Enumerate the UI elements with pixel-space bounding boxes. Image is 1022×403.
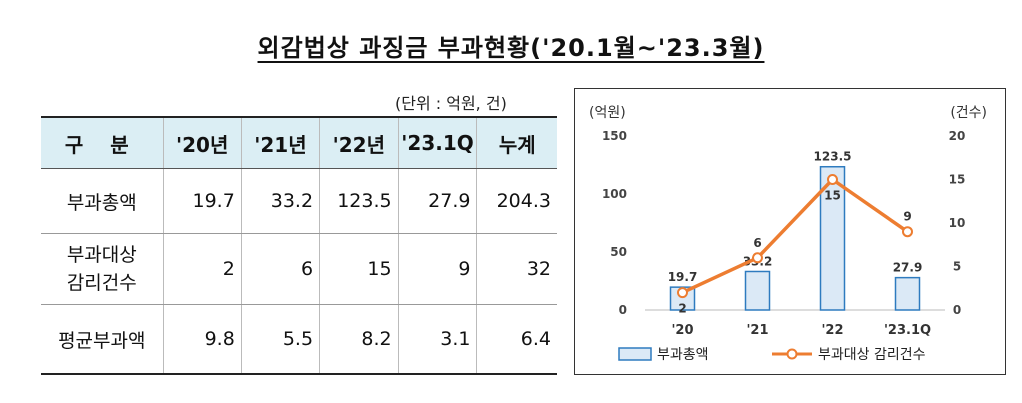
- table-cell: 5.5: [240, 304, 320, 375]
- left-tick-label: 0: [619, 303, 627, 317]
- bar-data-label: 123.5: [814, 150, 852, 164]
- row-label: 부과총액: [41, 168, 164, 234]
- right-tick-label: 15: [949, 173, 966, 187]
- table-cell: 6: [240, 233, 320, 305]
- category-label: '23.1Q: [884, 323, 931, 338]
- line-point: [827, 174, 838, 185]
- summary-table: 구 분 '20년 '21년 '22년 '23.1Q 누계 부과총액 19.7 3…: [41, 116, 557, 375]
- header-category: 구 분: [41, 116, 164, 169]
- table-cell: 9: [397, 233, 477, 305]
- bar-data-label: 19.7: [668, 270, 698, 284]
- table-unit-label: (단위 : 억원, 건): [395, 94, 507, 113]
- line-point: [752, 252, 763, 264]
- row-label: 평균부과액: [41, 304, 164, 375]
- line-series-path: [681, 177, 909, 295]
- line-data-label: 15: [824, 189, 841, 203]
- bar-mark: [894, 276, 921, 311]
- left-tick-label: 150: [602, 129, 627, 143]
- page-title: 외감법상 과징금 부과현황('20.1월~'23.3월): [257, 34, 765, 62]
- bar-data-label: 27.9: [893, 261, 923, 275]
- header-2022: '22년: [319, 116, 399, 169]
- right-axis-title: (건수): [950, 105, 987, 121]
- table-row: 부과총액 19.7 33.2 123.5 27.9 204.3: [41, 168, 557, 234]
- line-point: [902, 226, 913, 238]
- header-2020: '20년: [162, 116, 242, 169]
- table-cell: 15: [319, 233, 399, 305]
- bar-mark: [819, 165, 846, 311]
- category-label: '20: [671, 323, 693, 338]
- right-tick-label: 10: [949, 216, 966, 230]
- right-tick-label: 0: [953, 303, 961, 317]
- line-point: [677, 287, 688, 299]
- header-2023q1: '23.1Q: [397, 116, 477, 169]
- row-label: 부과대상 감리건수: [41, 233, 164, 305]
- line-data-label: 2: [678, 302, 686, 316]
- table-cell: 19.7: [162, 168, 242, 234]
- legend-line-marker: [786, 348, 798, 360]
- line-data-label: 6: [753, 236, 761, 250]
- table-cell: 27.9: [397, 168, 477, 234]
- left-tick-label: 50: [610, 245, 627, 259]
- right-tick-label: 20: [949, 129, 966, 143]
- table-header-row: 구 분 '20년 '21년 '22년 '23.1Q 누계: [41, 116, 557, 169]
- legend-bar-swatch: [618, 347, 652, 361]
- header-2021: '21년: [240, 116, 320, 169]
- table-cell: 2: [162, 233, 242, 305]
- legend-line-label: 부과대상 감리건수: [818, 347, 926, 363]
- category-label: '21: [746, 323, 768, 338]
- header-total: 누계: [476, 116, 557, 169]
- table-row: 평균부과액 9.8 5.5 8.2 3.1 6.4: [41, 304, 557, 375]
- table-cell: 8.2: [319, 304, 399, 375]
- combo-chart: (억원)(건수)0501001500510152019.733.2123.527…: [574, 88, 1006, 375]
- table-cell: 33.2: [240, 168, 320, 234]
- category-label: '22: [821, 323, 843, 338]
- bar-mark: [744, 270, 771, 311]
- table-cell: 3.1: [397, 304, 477, 375]
- table-row: 부과대상 감리건수 2 6 15 9 32: [41, 233, 557, 305]
- table-cell: 123.5: [319, 168, 399, 234]
- table-cell: 6.4: [476, 304, 557, 375]
- line-data-label: 9: [903, 210, 911, 224]
- right-tick-label: 5: [953, 260, 961, 274]
- legend-bar-label: 부과총액: [657, 347, 709, 363]
- left-axis-title: (억원): [589, 105, 626, 121]
- table-cell: 32: [476, 233, 557, 305]
- left-tick-label: 100: [602, 187, 627, 201]
- chart-svg: (억원)(건수)0501001500510152019.733.2123.527…: [589, 105, 987, 363]
- table-cell: 204.3: [476, 168, 557, 234]
- table-cell: 9.8: [162, 304, 242, 375]
